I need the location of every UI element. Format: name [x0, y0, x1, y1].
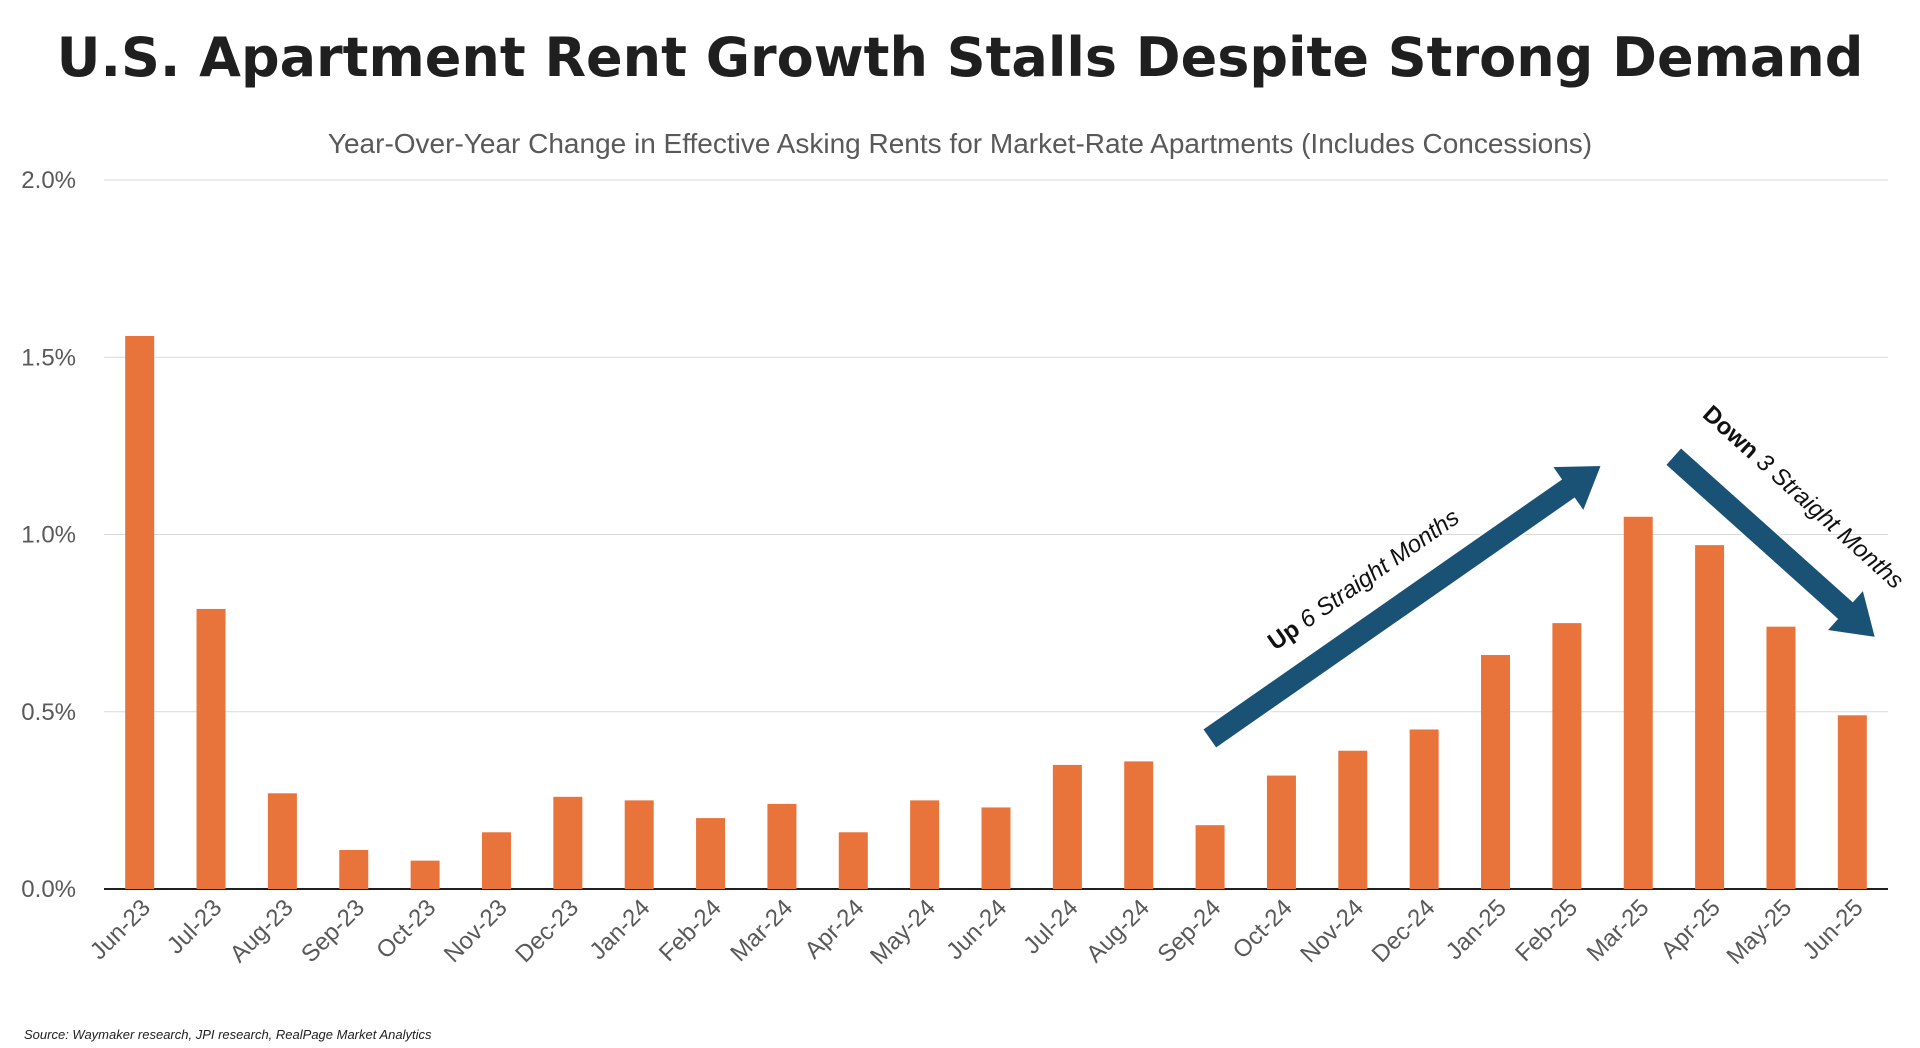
bar-mar-24 — [767, 803, 797, 889]
bar-oct-23 — [410, 860, 440, 889]
bar-may-24 — [910, 800, 940, 889]
chart-title: U.S. Apartment Rent Growth Stalls Despit… — [57, 26, 1864, 89]
x-tick-label: Oct-24 — [1228, 894, 1298, 964]
bar-nov-23 — [481, 832, 511, 889]
x-tick-label: Mar-25 — [1582, 894, 1655, 967]
x-tick-label: Nov-24 — [1295, 894, 1369, 968]
bar-jul-23 — [196, 608, 226, 889]
x-tick-label: Apr-25 — [1656, 894, 1726, 964]
bar-apr-24 — [838, 832, 868, 889]
x-tick-label: Jun-24 — [941, 894, 1012, 965]
bar-jun-25 — [1837, 715, 1867, 889]
y-tick-label: 0.5% — [21, 699, 76, 726]
x-tick-label: Dec-23 — [510, 894, 584, 968]
x-tick-label: Apr-24 — [799, 894, 869, 964]
bar-may-25 — [1766, 626, 1796, 889]
x-tick-label: Jul-24 — [1018, 894, 1083, 959]
bar-jan-25 — [1481, 655, 1511, 889]
x-tick-label: Jan-25 — [1441, 894, 1512, 965]
bar-nov-24 — [1338, 750, 1368, 889]
y-tick-label: 1.5% — [21, 344, 76, 371]
y-axis-ticks: 0.0% 0.5% 1.0% 1.5% 2.0% — [21, 167, 76, 903]
x-tick-label: Oct-23 — [371, 894, 441, 964]
y-tick-label: 0.0% — [21, 876, 76, 903]
x-tick-label: May-24 — [865, 894, 941, 970]
annotation-rest-text: 3 Straight Months — [1746, 444, 1909, 594]
y-tick-label: 2.0% — [21, 167, 76, 194]
x-tick-label: Dec-24 — [1367, 894, 1441, 968]
x-tick-label: Aug-24 — [1081, 894, 1155, 968]
bar-aug-23 — [267, 793, 297, 889]
x-tick-label: Jan-24 — [584, 894, 655, 965]
bar-jun-23 — [125, 335, 155, 890]
bars — [125, 335, 1867, 890]
bar-sep-23 — [339, 850, 369, 889]
x-tick-label: Feb-25 — [1510, 894, 1583, 967]
down-trend-arrow — [1663, 445, 1878, 640]
bar-feb-25 — [1552, 623, 1582, 889]
gridlines — [104, 179, 1888, 890]
x-tick-label: May-25 — [1722, 894, 1798, 970]
x-tick-label: Aug-23 — [225, 894, 299, 968]
bar-jun-24 — [981, 807, 1011, 889]
bar-dec-24 — [1409, 729, 1439, 889]
x-tick-label: Mar-24 — [725, 894, 798, 967]
bar-feb-24 — [696, 818, 726, 889]
x-tick-label: Nov-23 — [439, 894, 513, 968]
bar-mar-25 — [1623, 516, 1653, 889]
x-tick-label: Feb-24 — [654, 894, 727, 967]
up-trend-arrow — [1200, 463, 1604, 751]
bar-dec-23 — [553, 796, 583, 889]
bar-oct-24 — [1266, 775, 1296, 889]
bar-sep-24 — [1195, 825, 1225, 889]
bar-jan-24 — [624, 800, 654, 889]
x-tick-label: Jul-23 — [162, 894, 227, 959]
source-note: Source: Waymaker research, JPI research,… — [24, 1027, 432, 1042]
x-tick-label: Jun-25 — [1798, 894, 1869, 965]
x-tick-label: Sep-23 — [296, 894, 370, 968]
chart-subtitle: Year-Over-Year Change in Effective Askin… — [328, 128, 1592, 159]
bar-jul-24 — [1052, 764, 1082, 889]
bar-aug-24 — [1124, 761, 1154, 889]
bar-apr-25 — [1695, 545, 1725, 889]
y-tick-label: 1.0% — [21, 522, 76, 549]
x-tick-label: Sep-24 — [1153, 894, 1227, 968]
x-tick-label: Jun-23 — [85, 894, 156, 965]
